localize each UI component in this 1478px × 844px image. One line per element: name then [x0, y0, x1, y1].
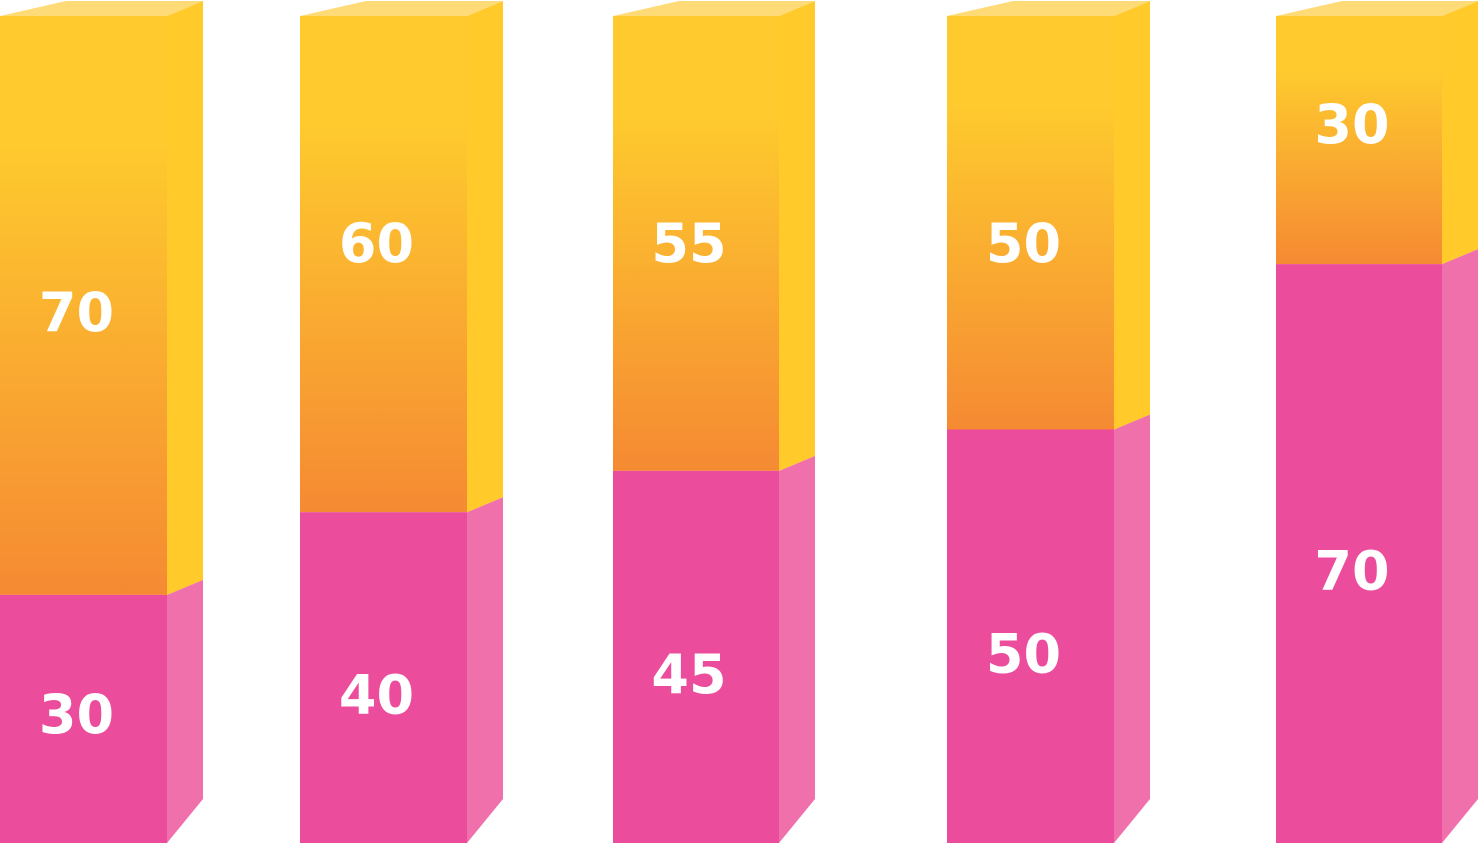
bar-top-value-label: 60 [339, 212, 414, 275]
bar-bottom-segment [947, 429, 1114, 843]
bar-bottom-value-label: 70 [1314, 540, 1389, 603]
labels-group: 30 70 40 60 45 55 50 50 70 30 [39, 93, 1390, 746]
bar-top-segment [300, 16, 467, 513]
bar-cap [613, 1, 815, 16]
bar-top-value-label: 50 [986, 212, 1061, 275]
bar-top-segment [1276, 16, 1442, 265]
bar-top-segment [947, 16, 1114, 430]
bar-bottom-value-label: 40 [339, 664, 414, 727]
bar-cap [0, 1, 203, 16]
bar-bottom-side [1114, 414, 1150, 843]
bar-top-value-label: 30 [1314, 93, 1389, 156]
bar-top-value-label: 70 [39, 281, 114, 344]
bar-top-side [1442, 1, 1478, 265]
bar-cap [947, 1, 1150, 16]
bar-bottom-segment [613, 470, 779, 843]
bar-bottom-side [1442, 249, 1478, 844]
bar-cap [300, 1, 503, 16]
bar-bottom-segment [1276, 264, 1442, 844]
bar-cap [1276, 1, 1478, 16]
bar-bottom-value-label: 45 [651, 643, 726, 706]
bar-top-segment [0, 16, 167, 595]
bar-top-value-label: 55 [651, 212, 726, 275]
bar-top-side [467, 1, 503, 513]
bar-top-segment [613, 16, 779, 471]
bar-bottom-segment [0, 594, 167, 843]
bar-top-side [1114, 1, 1150, 430]
bar-bottom-segment [300, 512, 467, 843]
bar-bottom-value-label: 30 [39, 683, 114, 746]
bar-top-side [779, 1, 815, 471]
bar-bottom-side [779, 455, 815, 843]
bar-bottom-side [467, 497, 503, 843]
bar-top-side [167, 1, 203, 595]
bar-bottom-value-label: 50 [986, 622, 1061, 685]
bar-bottom-side [167, 579, 203, 843]
